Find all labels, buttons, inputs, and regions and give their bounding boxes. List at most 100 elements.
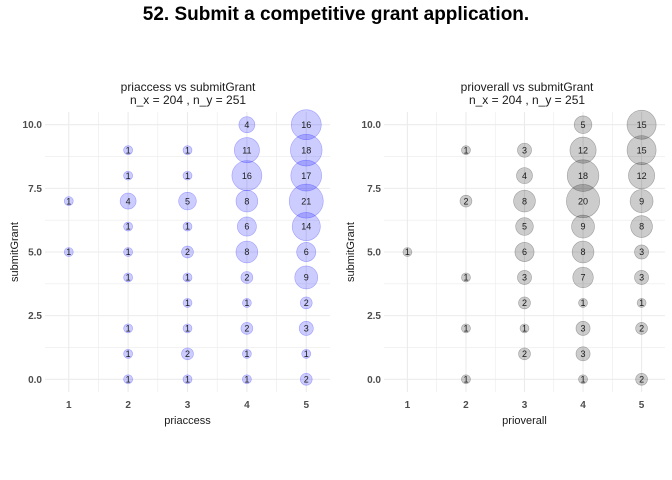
x-tick-label: 3	[522, 400, 528, 411]
data-label: 12	[637, 171, 647, 181]
data-label: 2	[463, 196, 468, 206]
data-label: 14	[301, 222, 311, 232]
data-label: 9	[581, 222, 586, 232]
y-tick-label: 10.0	[362, 120, 382, 131]
data-label: 2	[304, 374, 309, 384]
data-label: 18	[301, 145, 311, 155]
data-label: 5	[522, 222, 527, 232]
data-label: 2	[304, 298, 309, 308]
data-label: 21	[301, 196, 311, 206]
data-label: 6	[244, 222, 249, 232]
data-label: 16	[301, 120, 311, 130]
y-tick-label: 2.5	[367, 311, 381, 322]
data-label: 8	[244, 196, 249, 206]
data-label: 1	[463, 374, 468, 384]
data-label: 7	[581, 273, 586, 283]
data-label: 9	[304, 273, 309, 283]
data-label: 2	[639, 324, 644, 334]
x-tick-label: 2	[125, 400, 131, 411]
data-label: 3	[639, 247, 644, 257]
y-tick-label: 7.5	[367, 184, 381, 195]
data-label: 2	[185, 247, 190, 257]
data-label: 1	[185, 324, 190, 334]
x-axis-label: priaccess	[164, 415, 211, 427]
data-label: 6	[304, 247, 309, 257]
data-label: 12	[578, 145, 588, 155]
data-label: 16	[242, 171, 252, 181]
x-tick-label: 5	[303, 400, 309, 411]
data-label: 20	[578, 196, 588, 206]
data-label: 6	[522, 247, 527, 257]
data-label: 3	[581, 324, 586, 334]
data-label: 1	[126, 222, 131, 232]
data-label: 3	[639, 273, 644, 283]
data-label: 8	[244, 247, 249, 257]
data-label: 1	[126, 171, 131, 181]
data-label: 1	[463, 324, 468, 334]
y-tick-label: 10.0	[23, 120, 43, 131]
data-label: 3	[581, 349, 586, 359]
data-label: 1	[126, 273, 131, 283]
data-label: 17	[301, 171, 311, 181]
data-label: 1	[639, 298, 644, 308]
data-label: 2	[185, 349, 190, 359]
data-label: 1	[304, 349, 309, 359]
data-label: 1	[66, 196, 71, 206]
y-tick-label: 0.0	[367, 375, 381, 386]
data-label: 1	[244, 298, 249, 308]
data-label: 1	[581, 298, 586, 308]
y-axis-label: submitGrant	[9, 222, 21, 282]
data-label: 2	[522, 298, 527, 308]
data-label: 1	[185, 171, 190, 181]
data-label: 15	[637, 145, 647, 155]
x-tick-label: 3	[185, 400, 191, 411]
x-tick-label: 4	[580, 400, 586, 411]
data-label: 4	[522, 171, 527, 181]
data-label: 1	[126, 349, 131, 359]
data-label: 5	[185, 196, 190, 206]
data-label: 1	[185, 298, 190, 308]
data-label: 1	[244, 349, 249, 359]
data-label: 2	[522, 349, 527, 359]
data-label: 1	[185, 374, 190, 384]
x-tick-label: 1	[405, 400, 411, 411]
panel-subtitle: n_x = 204 , n_y = 251	[130, 93, 246, 107]
data-label: 3	[304, 324, 309, 334]
data-label: 2	[244, 273, 249, 283]
y-tick-label: 2.5	[28, 311, 42, 322]
data-label: 8	[581, 247, 586, 257]
data-label: 8	[522, 196, 527, 206]
panel-subtitle: n_x = 204 , n_y = 251	[469, 93, 585, 107]
data-label: 1	[244, 374, 249, 384]
data-label: 1	[522, 324, 527, 334]
data-label: 2	[639, 374, 644, 384]
x-tick-label: 1	[66, 400, 72, 411]
x-axis-label: prioverall	[502, 415, 547, 427]
panel-title: prioverall vs submitGrant	[461, 80, 594, 94]
data-label: 1	[126, 145, 131, 155]
data-label: 1	[463, 273, 468, 283]
y-axis-label: submitGrant	[345, 222, 357, 282]
data-label: 11	[242, 145, 251, 155]
data-label: 1	[126, 374, 131, 384]
data-label: 4	[244, 120, 249, 130]
data-label: 1	[126, 247, 131, 257]
data-label: 3	[522, 273, 527, 283]
data-label: 5	[581, 120, 586, 130]
data-label: 1	[185, 222, 190, 232]
y-tick-label: 5.0	[367, 248, 381, 259]
x-tick-label: 2	[463, 400, 469, 411]
x-tick-label: 5	[639, 400, 645, 411]
data-label: 18	[578, 171, 588, 181]
x-tick-label: 4	[244, 400, 250, 411]
panel-title: priaccess vs submitGrant	[121, 80, 256, 94]
y-tick-label: 7.5	[28, 184, 42, 195]
data-label: 3	[522, 145, 527, 155]
data-label: 1	[463, 145, 468, 155]
data-label: 1	[405, 247, 410, 257]
y-tick-label: 0.0	[28, 375, 42, 386]
y-tick-label: 5.0	[28, 248, 42, 259]
data-label: 4	[126, 196, 131, 206]
data-label: 1	[185, 273, 190, 283]
